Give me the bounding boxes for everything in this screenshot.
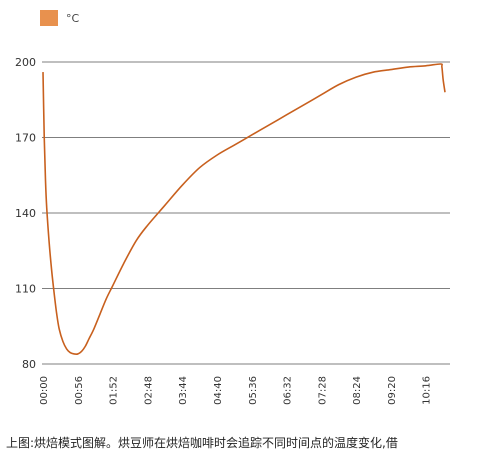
legend-swatch [40, 10, 58, 26]
x-tick-label: 01:52 [109, 376, 120, 405]
x-tick-label: 05:36 [248, 376, 259, 405]
grid-lines [42, 61, 450, 365]
y-tick-label: 140 [15, 207, 36, 220]
x-tick-label: 09:20 [387, 376, 398, 405]
x-tick-label: 00:00 [39, 376, 50, 405]
x-tick-label: 02:48 [143, 376, 154, 405]
caption: 上图:烘焙模式图解。烘豆师在烘焙咖啡时会追踪不同时间点的温度变化,借 [6, 436, 398, 450]
line-chart: 80 110 140 170 200 00:00 00:56 01:52 02:48 03:44… [15, 56, 450, 405]
legend: °C [40, 10, 79, 26]
y-tick-label: 200 [15, 56, 36, 69]
y-tick-label: 170 [15, 132, 36, 145]
x-tick-label: 07:28 [317, 376, 328, 405]
x-axis-ticks: 00:00 00:56 01:52 02:48 03:44 04:40 05:36 06:32… [39, 376, 433, 405]
series-layer [42, 63, 446, 355]
x-tick-label: 08:24 [352, 376, 363, 405]
y-tick-label: 110 [15, 283, 36, 296]
x-tick-label: 10:16 [422, 376, 433, 405]
series-line [42, 63, 446, 355]
y-axis-ticks: 80 110 140 170 200 [15, 56, 36, 371]
y-tick-label: 80 [22, 358, 36, 371]
x-tick-label: 03:44 [178, 376, 189, 405]
legend-label: °C [66, 11, 80, 25]
x-tick-label: 06:32 [283, 376, 294, 405]
x-tick-label: 04:40 [213, 376, 224, 405]
x-tick-label: 00:56 [74, 376, 85, 405]
